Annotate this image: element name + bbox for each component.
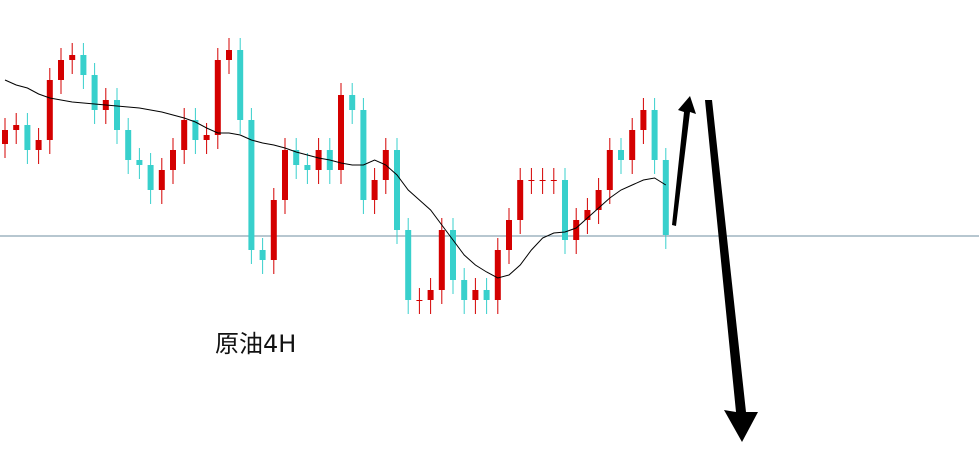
candle-body (214, 60, 221, 135)
candle-body (550, 180, 557, 181)
candle-body (539, 180, 546, 181)
candle-body (438, 230, 445, 290)
candle-body (226, 50, 232, 60)
candle-body (371, 180, 378, 200)
candle-body (506, 220, 512, 250)
candle-body (405, 230, 412, 300)
candle-body (237, 50, 244, 120)
candle-body (394, 150, 400, 230)
candle-body (114, 100, 120, 130)
candle-body (304, 165, 311, 170)
plot-area (0, 38, 979, 314)
candle-body (170, 150, 176, 170)
candle-body (282, 150, 288, 200)
moving-average (4, 79, 667, 279)
candle-body (315, 150, 322, 170)
candle-body (562, 180, 568, 240)
candle-body (483, 290, 490, 300)
down-arrow (705, 100, 758, 442)
candle-body (573, 220, 580, 240)
candle-body (248, 120, 255, 250)
candle-body (640, 110, 647, 130)
candle-body (270, 200, 277, 260)
candle-body (618, 150, 624, 160)
candle-body (349, 95, 356, 110)
candle-body (662, 160, 669, 235)
candle-body (35, 140, 42, 150)
candle-body (427, 290, 434, 300)
candle-body (136, 160, 143, 165)
candle-body (472, 290, 479, 300)
candle-body (606, 150, 613, 190)
candle-body (584, 210, 591, 220)
candle-body (416, 300, 423, 301)
candle-body (192, 120, 199, 140)
candle-body (629, 130, 636, 160)
candle-body (338, 95, 344, 170)
candle-body (595, 190, 602, 210)
candle-body (158, 170, 165, 190)
up-arrow (672, 96, 696, 226)
candle-body (69, 55, 76, 60)
candle-body (91, 75, 98, 110)
candle-body (528, 180, 535, 181)
candle-body (125, 130, 132, 160)
candle-body (203, 135, 210, 140)
candle-body (147, 165, 154, 190)
candle-body (360, 110, 367, 200)
candle-body (461, 280, 468, 300)
candle-body (2, 130, 8, 144)
candle-body (293, 150, 300, 165)
candle-body (181, 120, 188, 150)
candle-body (494, 250, 501, 300)
candle-body (651, 110, 658, 160)
candle-body (24, 125, 31, 150)
candle-body (58, 60, 64, 80)
candle-body (450, 230, 456, 280)
candle-body (517, 180, 524, 220)
chart-title: 原油4H (215, 330, 296, 358)
candle-body (80, 55, 87, 75)
candle-body (46, 80, 53, 140)
candle-body (259, 250, 266, 260)
candle-body (13, 125, 20, 130)
